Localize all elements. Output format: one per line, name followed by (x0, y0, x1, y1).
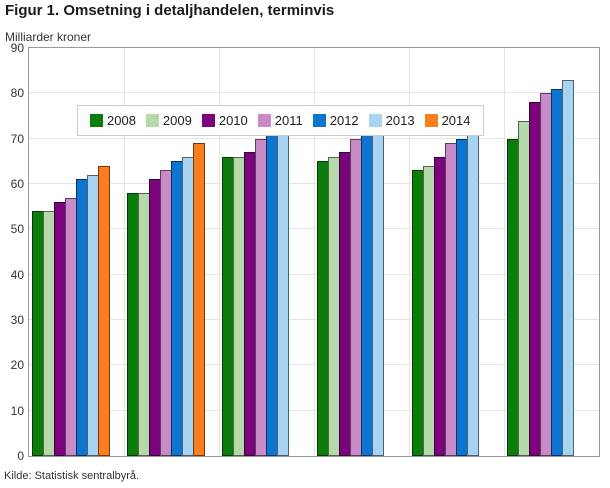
y-axis-tick-label: 90 (10, 41, 24, 55)
legend-color-swatch-2011 (257, 114, 271, 127)
legend-color-swatch-2010 (201, 114, 215, 127)
y-axis-tick-label: 50 (10, 222, 24, 237)
v-gridline (409, 48, 410, 456)
bar-2013-group4 (372, 116, 384, 456)
bar-group-4 (317, 116, 401, 456)
legend: 2008 2009 2010 2011 2012 2013 2014 (77, 105, 484, 136)
legend-label: 2008 (107, 113, 136, 128)
v-gridline (219, 48, 220, 456)
legend-label: 2012 (329, 113, 359, 128)
legend-color-swatch-2012 (312, 114, 326, 127)
y-axis-tick-label: 30 (10, 313, 24, 327)
bar-2013-group5 (467, 134, 479, 456)
legend-label: 2014 (441, 113, 471, 128)
source-note: Kilde: Statistisk sentralbyrå. (4, 470, 140, 482)
bar-group-2 (127, 143, 211, 456)
legend-label: 2009 (162, 113, 192, 128)
y-axis-tick-label: 0 (17, 449, 24, 463)
legend-color-swatch-2013 (368, 114, 382, 127)
legend-color-swatch-2009 (145, 114, 159, 127)
bar-group-3 (222, 116, 306, 456)
bar-group-6 (507, 80, 591, 456)
plot-area: 2008 2009 2010 2011 2012 2013 2014 (28, 47, 600, 457)
y-axis-tick-label: 40 (10, 267, 24, 282)
y-axis: 0 10 20 30 40 50 60 70 80 90 (0, 41, 24, 463)
v-gridline (124, 48, 125, 456)
bar-2013-group6 (562, 80, 574, 456)
bar-group-1 (32, 166, 116, 456)
v-gridline (314, 48, 315, 456)
y-axis-tick-label: 70 (10, 131, 24, 146)
y-axis-tick-label: 80 (10, 86, 24, 101)
legend-item-2012[interactable]: 2012 (312, 113, 359, 128)
bar-2014-group2 (193, 143, 205, 456)
legend-item-2014[interactable]: 2014 (424, 113, 471, 128)
legend-item-2010[interactable]: 2010 (201, 113, 248, 128)
v-gridline (504, 48, 505, 456)
legend-item-2009[interactable]: 2009 (145, 113, 192, 128)
legend-label: 2013 (385, 113, 415, 128)
bar-2014-group1 (98, 166, 110, 456)
y-axis-tick-label: 10 (10, 403, 24, 418)
y-axis-tick-label: 60 (10, 177, 24, 191)
y-axis-tick-label: 20 (10, 358, 24, 373)
legend-item-2011[interactable]: 2011 (257, 113, 303, 128)
chart-title: Figur 1. Omsetning i detaljhandelen, ter… (5, 2, 335, 19)
legend-label: 2010 (218, 113, 248, 128)
legend-item-2008[interactable]: 2008 (90, 113, 136, 128)
legend-color-swatch-2014 (424, 114, 438, 127)
bar-2013-group3 (277, 116, 289, 456)
legend-color-swatch-2008 (90, 114, 103, 127)
legend-item-2013[interactable]: 2013 (368, 113, 415, 128)
bar-group-5 (412, 134, 496, 456)
legend-label: 2011 (274, 113, 303, 128)
y-axis-label: Milliarder kroner (5, 30, 92, 44)
